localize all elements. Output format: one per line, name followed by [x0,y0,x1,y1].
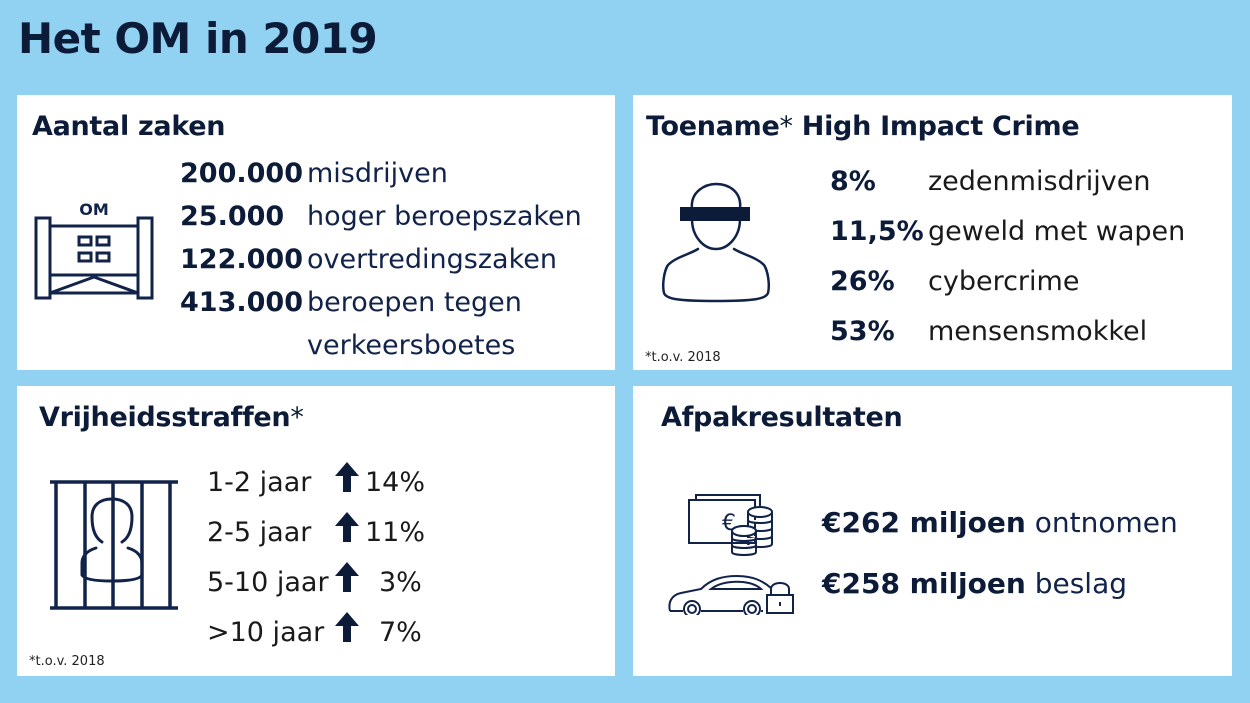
list-item: 25.000 hoger beroepszaken [180,201,582,232]
locked-car-icon [668,574,794,615]
list-item: 53% mensensmokkel [830,316,1148,347]
euro-sign: € [722,511,736,536]
money-coins-icon: € [688,494,773,556]
arrow-up-icon [335,509,365,558]
list-item-continuation: verkeersboetes [307,330,516,361]
panel-title: Aantal zaken [32,111,226,142]
list-item: 11,5% geweld met wapen [830,216,1186,247]
prisoner-behind-bars-icon [50,480,178,610]
result-row-ontnomen: €262 miljoen ontnomen [822,506,1178,539]
list-item: >10 jaar 7% [207,608,454,658]
panel-title: Afpakresultaten [661,402,903,433]
arrow-up-icon [335,609,365,658]
list-item: 26% cybercrime [830,266,1080,297]
panel-vrijheidsstraffen: Vrijheidsstraffen* 1-2 jaar 14% 2-5 jaar 1… [17,386,615,676]
list-item: 8% zedenmisdrijven [830,166,1151,197]
list-item: 5-10 jaar 3% [207,558,454,608]
panel-high-impact-crime: Toename* High Impact Crime 8% zedenmisdri… [633,95,1232,370]
list-item: 200.000 misdrijven [180,158,448,189]
cases-list: 200.000 misdrijven 25.000 hoger beroepszak… [180,152,582,367]
arrow-up-icon [335,559,365,608]
blindfolded-person-icon [661,182,771,303]
list-item: 122.000 overtredingszaken [180,244,557,275]
list-item: 413.000 beroepen tegen [180,287,522,318]
arrow-up-icon [335,459,365,508]
page-title: Het OM in 2019 [18,14,378,63]
panel-title: Toename* High Impact Crime [646,111,1080,142]
list-item: 1-2 jaar 14% [207,458,454,508]
footnote: *t.o.v. 2018 [29,654,105,669]
panel-aantal-zaken: Aantal zaken OM 200.000 misdrijven 25.000… [17,95,615,370]
panel-title: Vrijheidsstraffen* [39,402,304,433]
list-item: 2-5 jaar 11% [207,508,454,558]
sentence-list: 1-2 jaar 14% 2-5 jaar 11% 5-10 jaar 3% >10 … [207,458,454,658]
om-building-icon: OM [34,203,154,300]
om-logo-text: OM [79,203,109,219]
footnote: *t.o.v. 2018 [645,350,721,365]
panel-afpakresultaten: Afpakresultaten € €262 mil [633,386,1232,676]
crime-list: 8% zedenmisdrijven 11,5% geweld met wapen … [830,157,1185,357]
result-row-beslag: €258 miljoen beslag [822,567,1128,600]
